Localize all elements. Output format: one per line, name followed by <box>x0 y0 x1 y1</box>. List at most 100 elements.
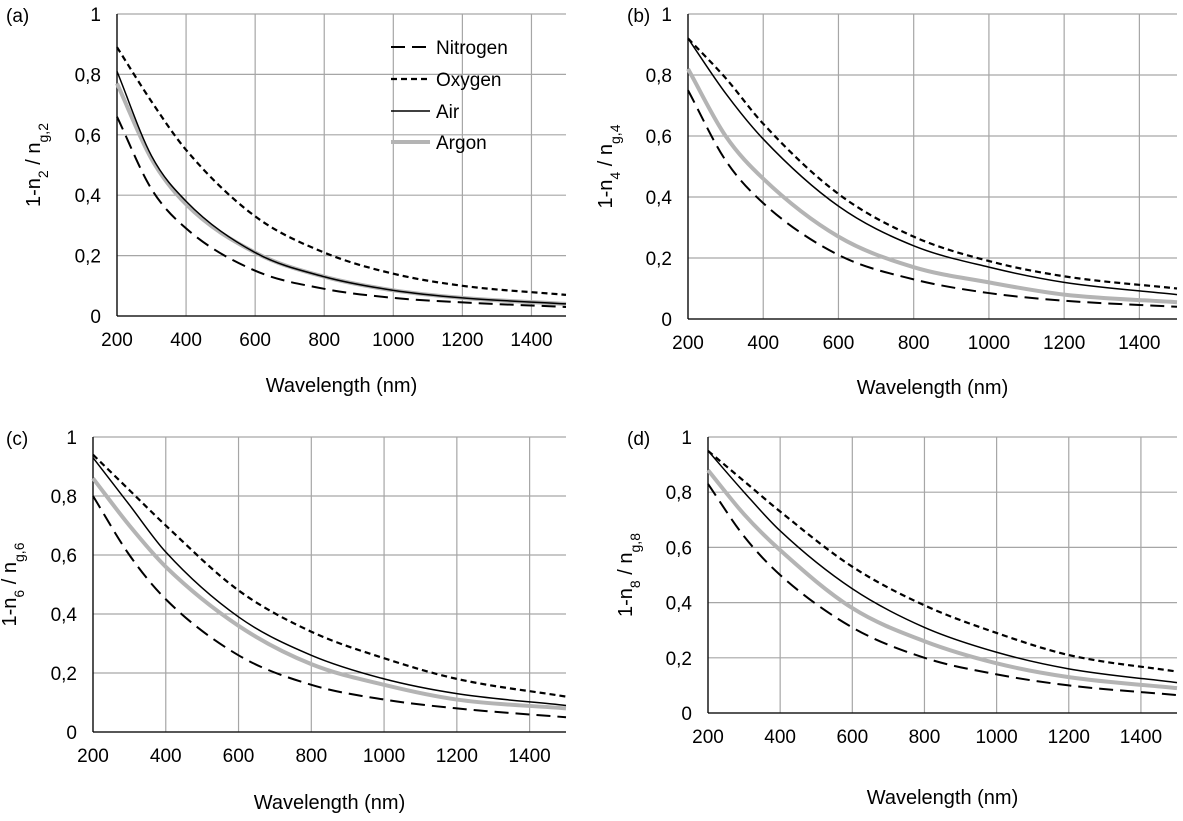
x-tick-label: 1000 <box>975 727 1017 748</box>
y-tick-label: 0,2 <box>51 664 77 685</box>
y-axis-label-subscript: g,2 <box>35 123 51 143</box>
series-line-nitrogen <box>92 495 567 719</box>
x-tick-label: 1200 <box>436 746 478 767</box>
x-tick-label: 200 <box>672 333 704 354</box>
x-tick-label: 1000 <box>363 746 405 767</box>
x-tick-label: 1200 <box>1043 333 1085 354</box>
panel-a: 200 400 600 800 1000 1200 1400 0 0,2 0,4 0,6 0,8 1 Wa… <box>6 5 567 397</box>
x-tick-label: 200 <box>101 330 133 351</box>
y-axis-label-part: / n <box>0 562 21 590</box>
y-tick-label: 0,6 <box>646 127 672 148</box>
series-line-argon <box>686 67 1178 305</box>
x-tick-label: 800 <box>898 333 930 354</box>
y-axis-label-subscript: g,8 <box>627 533 643 553</box>
y-tick-label: 0,6 <box>51 546 77 567</box>
y-axis-label-subscript: 6 <box>11 590 27 598</box>
y-tick-label: 1 <box>66 428 77 449</box>
series-line-oxygen <box>707 449 1178 673</box>
y-axis-label-part: / n <box>595 144 617 172</box>
y-axis-label-part: / n <box>23 142 45 170</box>
series-line-argon <box>115 82 567 306</box>
x-tick-label: 200 <box>692 727 724 748</box>
panel-label: (c) <box>6 429 28 450</box>
series-line-nitrogen <box>687 89 1178 308</box>
x-tick-label: 200 <box>77 746 109 767</box>
x-tick-label: 1400 <box>510 330 552 351</box>
series-line-air <box>116 71 567 305</box>
y-tick-label: 0,8 <box>666 483 692 504</box>
y-tick-label: 0,6 <box>75 126 101 147</box>
y-axis-label: 1-n8 / ng,8 <box>615 533 643 617</box>
legend-label-argon: Argon <box>436 133 487 154</box>
x-tick-label: 1400 <box>1120 727 1162 748</box>
y-tick-label: 0,4 <box>666 594 693 615</box>
y-axis-label: 1-n4 / ng,4 <box>595 124 623 208</box>
series-line-air <box>687 37 1178 296</box>
panel-c: 200 400 600 800 1000 1200 1400 0 0,2 0,4 0,6 0,8 1 Wa… <box>0 428 567 814</box>
y-tick-label: 0 <box>681 704 692 725</box>
x-tick-label: 1200 <box>1048 727 1090 748</box>
y-axis-label: 1-n2 / ng,2 <box>23 123 51 207</box>
x-tick-label: 1000 <box>968 333 1010 354</box>
x-axis-label: Wavelength (nm) <box>867 787 1019 809</box>
y-tick-label: 0 <box>90 307 101 328</box>
x-tick-label: 600 <box>223 746 255 767</box>
y-axis-label-part: 1-n <box>23 178 45 207</box>
y-tick-label: 0,4 <box>646 188 673 209</box>
panel-label: (d) <box>627 429 650 450</box>
y-axis-label-subscript: g,4 <box>607 124 623 144</box>
legend-label-air: Air <box>436 102 460 123</box>
panel-label: (a) <box>6 6 29 27</box>
panel-d: 200 400 600 800 1000 1200 1400 0 0,2 0,4 0,6 0,8 1 Wa… <box>615 428 1178 809</box>
y-axis-label-part: 1-n <box>615 588 637 617</box>
panel-b: 200 400 600 800 1000 1200 1400 0 0,2 0,4 0,6 0,8 1 Wa… <box>595 5 1178 399</box>
x-tick-label: 800 <box>909 727 941 748</box>
x-axis-label: Wavelength (nm) <box>266 375 418 397</box>
panel-label: (b) <box>627 6 650 27</box>
y-tick-label: 0,4 <box>51 605 78 626</box>
x-tick-label: 1000 <box>372 330 414 351</box>
series-line-air <box>707 450 1178 684</box>
legend-label-nitrogen: Nitrogen <box>436 38 508 59</box>
y-tick-label: 0,8 <box>51 487 77 508</box>
x-axis-label: Wavelength (nm) <box>857 377 1009 399</box>
series-line-oxygen <box>92 453 567 698</box>
series-line-argon <box>706 468 1178 691</box>
y-tick-label: 1 <box>661 5 672 26</box>
x-tick-label: 400 <box>764 727 796 748</box>
y-axis-label-subscript: 2 <box>35 170 51 178</box>
x-tick-label: 400 <box>747 333 779 354</box>
x-tick-label: 600 <box>239 330 271 351</box>
y-tick-label: 0,2 <box>646 249 672 270</box>
y-tick-label: 0,2 <box>666 649 692 670</box>
y-axis-label-subscript: 8 <box>627 580 643 588</box>
y-tick-label: 1 <box>90 5 101 26</box>
x-tick-label: 600 <box>823 333 855 354</box>
legend-label-oxygen: Oxygen <box>436 70 501 91</box>
y-tick-label: 0,4 <box>75 186 102 207</box>
y-tick-label: 0 <box>66 723 77 744</box>
y-axis-label-subscript: g,6 <box>11 542 27 562</box>
y-axis-label-part: 1-n <box>595 180 617 209</box>
y-tick-label: 0,8 <box>75 65 101 86</box>
x-tick-label: 1400 <box>508 746 550 767</box>
x-tick-label: 400 <box>150 746 182 767</box>
y-tick-label: 0 <box>661 310 672 331</box>
y-axis-label-subscript: 4 <box>607 172 623 180</box>
series-line-nitrogen <box>116 116 567 308</box>
y-tick-label: 1 <box>681 428 692 449</box>
x-tick-label: 600 <box>836 727 868 748</box>
x-tick-label: 1200 <box>441 330 483 351</box>
y-axis-label-part: / n <box>615 552 637 580</box>
series-line-nitrogen <box>707 483 1178 697</box>
y-tick-label: 0,6 <box>666 538 692 559</box>
series-line-oxygen <box>116 46 567 296</box>
x-tick-label: 800 <box>295 746 327 767</box>
y-axis-label-part: 1-n <box>0 598 21 627</box>
x-tick-label: 400 <box>170 330 202 351</box>
x-tick-label: 1400 <box>1118 333 1160 354</box>
series-line-air <box>92 457 567 707</box>
y-tick-label: 0,8 <box>646 66 672 87</box>
